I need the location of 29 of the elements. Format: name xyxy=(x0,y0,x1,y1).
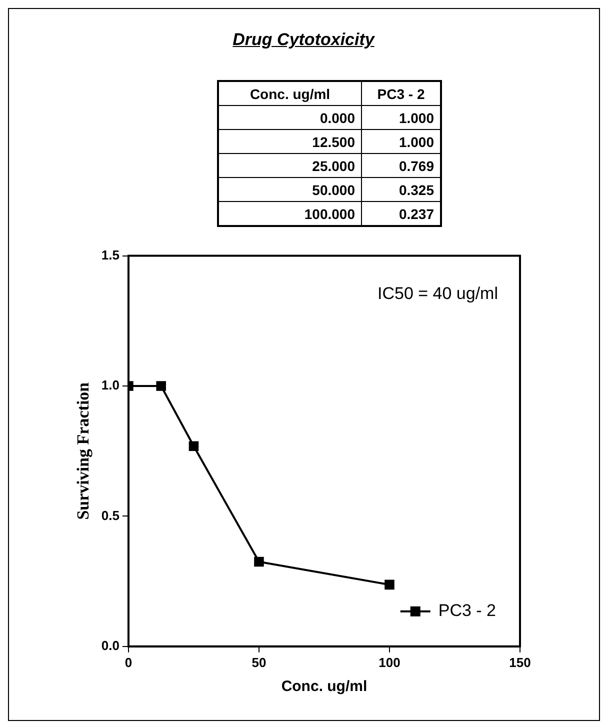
text: Conc. ug/ml xyxy=(218,81,362,106)
text: 1.000 xyxy=(362,130,441,154)
point xyxy=(156,381,166,391)
y-tick-label: 0.5 xyxy=(101,508,120,523)
text: Drug Cytotoxicity xyxy=(232,30,376,50)
x-tick-label: 0 xyxy=(124,654,132,670)
legend-label: PC3 - 2 xyxy=(438,601,496,620)
y-axis-title: Surviving Fraction xyxy=(74,382,93,520)
x-axis-title: Conc. ug/ml xyxy=(281,678,368,696)
text: 0.769 xyxy=(362,154,441,178)
y-tick-label: 1.5 xyxy=(101,247,120,262)
text: PC3 - 2 xyxy=(362,81,441,106)
x-tick-label: 150 xyxy=(509,654,531,670)
x-tick-label: 50 xyxy=(252,654,266,670)
text: 0.325 xyxy=(362,178,441,202)
annotation: IC50 = 40 ug/ml xyxy=(378,284,498,303)
text: 25.000 xyxy=(218,154,362,178)
y-tick-label: 1.0 xyxy=(101,378,120,393)
text: 0.000 xyxy=(218,106,362,130)
point xyxy=(254,556,264,567)
x-tick-label: 100 xyxy=(378,654,400,670)
text: 1.000 xyxy=(362,106,441,130)
point xyxy=(384,580,394,590)
point xyxy=(188,441,199,452)
y-tick-label: 0.0 xyxy=(101,638,120,653)
text: 50.000 xyxy=(218,178,362,202)
text: 100.000 xyxy=(218,202,362,226)
text: 0.237 xyxy=(362,202,441,226)
text: 12.500 xyxy=(218,130,362,154)
